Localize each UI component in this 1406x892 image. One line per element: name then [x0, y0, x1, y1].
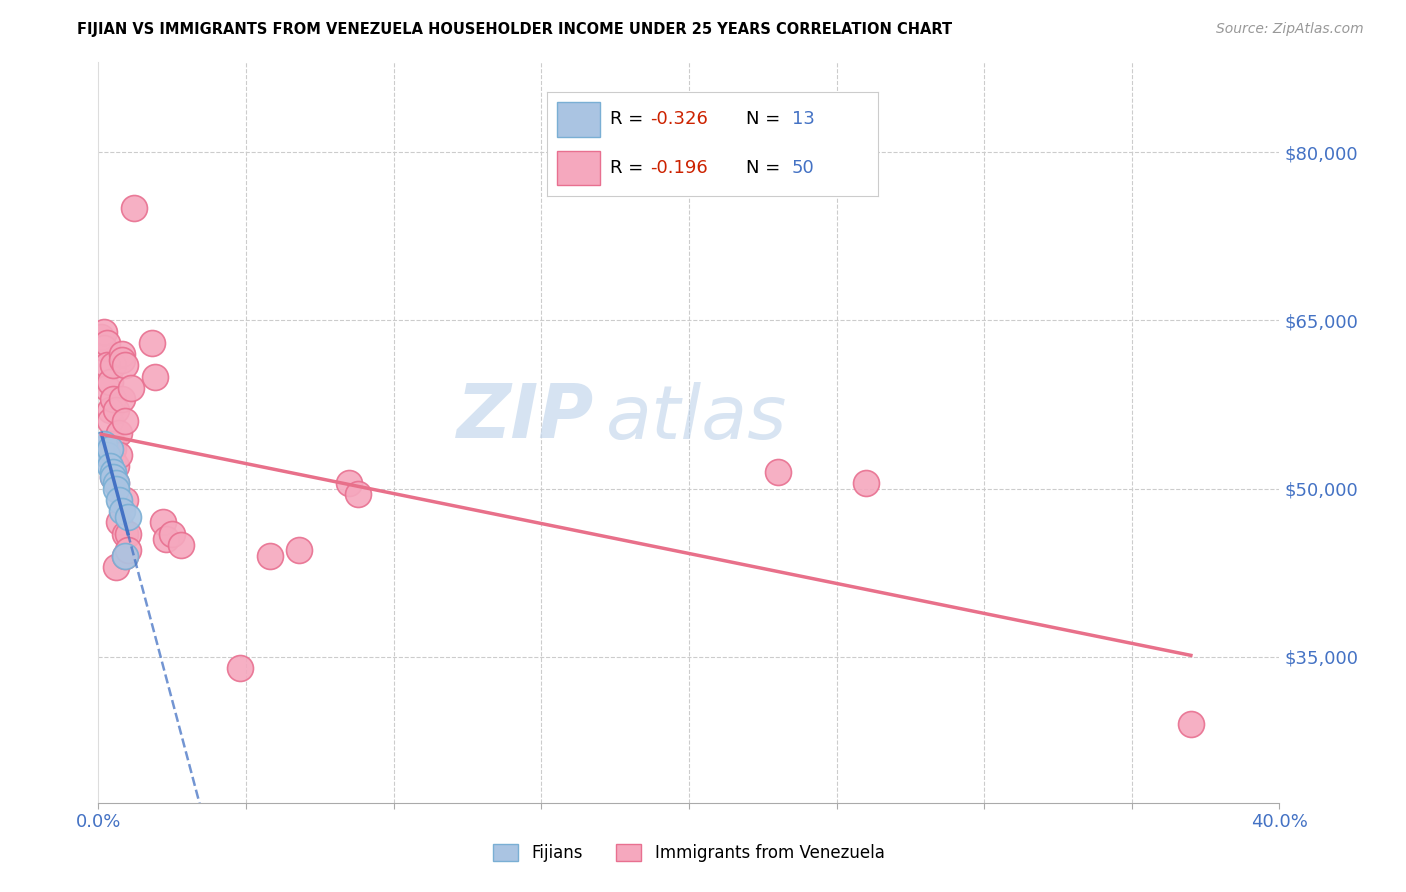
Point: [98, 414, 121, 428]
Point: [98, 375, 121, 389]
Point: [114, 359, 136, 373]
Point: [111, 392, 134, 406]
Point: [1180, 717, 1202, 731]
Point: [96, 448, 118, 462]
Text: atlas: atlas: [606, 382, 787, 454]
Point: [117, 543, 139, 558]
Point: [90, 330, 112, 344]
Point: [105, 459, 128, 474]
Point: [259, 549, 281, 563]
Point: [93, 342, 115, 356]
Point: [103, 359, 125, 373]
Point: [117, 509, 139, 524]
Point: [98, 403, 121, 417]
Text: FIJIAN VS IMMIGRANTS FROM VENEZUELA HOUSEHOLDER INCOME UNDER 25 YEARS CORRELATIO: FIJIAN VS IMMIGRANTS FROM VENEZUELA HOUS…: [77, 22, 952, 37]
Point: [103, 470, 125, 484]
Point: [108, 425, 131, 440]
Point: [162, 526, 183, 541]
Point: [117, 526, 139, 541]
Point: [96, 359, 118, 373]
Legend: Fijians, Immigrants from Venezuela: Fijians, Immigrants from Venezuela: [486, 837, 891, 869]
Point: [98, 459, 121, 474]
Point: [114, 414, 136, 428]
Point: [766, 465, 789, 479]
Point: [98, 448, 121, 462]
Point: [93, 325, 115, 339]
Point: [103, 470, 125, 484]
Point: [141, 335, 163, 350]
Point: [114, 549, 136, 563]
Point: [103, 442, 125, 457]
Point: [114, 549, 136, 563]
Point: [103, 437, 125, 451]
Point: [155, 532, 177, 546]
Point: [152, 516, 174, 530]
Point: [339, 476, 361, 491]
Point: [111, 352, 134, 367]
Point: [170, 538, 193, 552]
Point: [108, 516, 131, 530]
Point: [98, 437, 121, 451]
Point: [105, 403, 128, 417]
Point: [93, 437, 115, 451]
Point: [103, 392, 125, 406]
Point: [288, 543, 311, 558]
Point: [143, 369, 166, 384]
Point: [111, 347, 134, 361]
Point: [105, 482, 128, 496]
Point: [229, 661, 252, 675]
Point: [96, 381, 118, 395]
Point: [105, 476, 128, 491]
Point: [855, 476, 877, 491]
Point: [108, 448, 131, 462]
Point: [108, 492, 131, 507]
Point: [114, 526, 136, 541]
Point: [96, 335, 118, 350]
Point: [90, 442, 112, 457]
Point: [120, 381, 142, 395]
Point: [98, 442, 121, 457]
Point: [347, 487, 370, 501]
Point: [105, 560, 128, 574]
Text: ZIP: ZIP: [457, 381, 595, 454]
Point: [111, 504, 134, 518]
Text: Source: ZipAtlas.com: Source: ZipAtlas.com: [1216, 22, 1364, 37]
Point: [114, 492, 136, 507]
Point: [105, 476, 128, 491]
Point: [103, 465, 125, 479]
Point: [103, 453, 125, 467]
Point: [122, 201, 145, 215]
